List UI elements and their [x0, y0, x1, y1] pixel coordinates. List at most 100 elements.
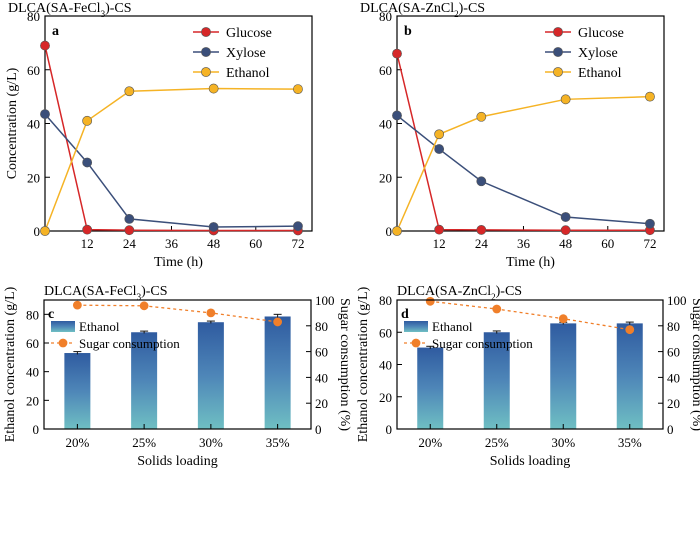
x-tick-label: 12: [433, 236, 446, 251]
chart-title: DLCA(SA-ZnCl2)-CS: [360, 1, 485, 19]
sugar-consumption-point: [425, 296, 435, 306]
y-tick-label: 40: [379, 358, 392, 373]
y2-tick-label: 40: [315, 370, 328, 385]
legend-marker: [411, 338, 421, 348]
data-point-xylose: [560, 212, 571, 222]
data-point-ethanol: [476, 111, 487, 122]
data-point-ethanol: [392, 226, 402, 236]
panel-label: a: [52, 24, 59, 39]
x-tick-label: 60: [601, 236, 614, 251]
bar: [616, 323, 643, 429]
y-tick-label: 60: [26, 336, 39, 351]
sugar-consumption-point: [558, 314, 568, 324]
bar: [550, 323, 577, 429]
x-tick-label: 20%: [418, 435, 442, 450]
x-tick-label: 30%: [551, 435, 575, 450]
data-point-glucose: [476, 225, 487, 235]
x-tick-label: 48: [559, 236, 572, 251]
y-tick-label: 20: [379, 170, 392, 185]
y-tick-label: 80: [379, 293, 392, 308]
data-point-xylose: [124, 214, 135, 224]
legend-label: Xylose: [578, 46, 618, 61]
series-line-xylose: [396, 114, 651, 225]
y-tick-label: 20: [379, 390, 392, 405]
data-point-ethanol: [645, 91, 655, 102]
data-point-ethanol: [560, 94, 571, 105]
x-tick-label: 72: [643, 236, 656, 251]
y2-tick-label: 100: [667, 293, 687, 308]
data-point-ethanol: [434, 129, 445, 140]
y2-tick-label: 100: [315, 293, 335, 308]
x-tick-label: 36: [517, 236, 531, 251]
legend-label: Ethanol: [432, 319, 473, 334]
chart-title: DLCA(SA-ZnCl2)-CS: [397, 284, 522, 302]
data-point-glucose: [40, 40, 50, 51]
bar: [417, 347, 444, 429]
x-tick-label: 30%: [199, 435, 223, 450]
x-tick-label: 24: [475, 236, 489, 251]
legend-marker: [201, 27, 211, 37]
y2-tick-label: 40: [667, 370, 680, 385]
x-tick-label: 36: [165, 236, 179, 251]
bar: [483, 332, 510, 429]
x-axis-label: Solids loading: [490, 454, 571, 469]
legend-marker: [201, 47, 211, 57]
data-point-xylose: [293, 221, 303, 232]
x-tick-label: 60: [249, 236, 262, 251]
y-tick-label: 20: [26, 393, 39, 408]
y-tick-label: 20: [27, 170, 40, 185]
legend-marker: [201, 67, 211, 77]
panel-d: DLCA(SA-ZnCl2)-CS d 20% 25% 30% 35% 0 20 40 60 80 0…: [356, 284, 700, 469]
data-point-ethanol: [82, 115, 93, 126]
legend-marker: [553, 47, 563, 57]
chart-title: DLCA(SA-FeCl3)-CS: [44, 284, 168, 302]
y-tick-label: 0: [386, 422, 393, 437]
data-point-xylose: [208, 222, 219, 232]
bar: [264, 316, 291, 429]
legend-label: Xylose: [226, 46, 266, 61]
y2-axis-label: Sugar consumption (%): [337, 298, 352, 431]
legend-swatch: [404, 321, 428, 332]
x-tick-label: 35%: [266, 435, 290, 450]
plot-frame: [43, 299, 312, 430]
x-tick-label: 35%: [618, 435, 642, 450]
y-axis-label: Concentration (g/L): [5, 67, 20, 179]
sugar-consumption-point: [492, 304, 502, 314]
data-point-ethanol: [124, 86, 135, 97]
sugar-consumption-point: [206, 308, 216, 318]
y2-tick-label: 60: [315, 345, 328, 360]
x-axis-label: Time (h): [506, 255, 555, 270]
plot-frame: [396, 15, 665, 232]
x-tick-label: 12: [81, 236, 94, 251]
panel-c: DLCA(SA-FeCl3)-CS c 20% 25% 30% 35% 0 20 40 60 80 0…: [3, 284, 352, 469]
data-point-glucose: [434, 224, 445, 235]
data-point-glucose: [82, 224, 93, 235]
legend-label: Sugar consumption: [79, 336, 180, 351]
bar: [197, 322, 224, 429]
x-tick-label: 24: [123, 236, 137, 251]
panel-label: b: [404, 24, 412, 39]
x-axis-label: Time (h): [154, 255, 203, 270]
y2-tick-label: 20: [667, 396, 680, 411]
y2-axis-label: Sugar consumption (%): [689, 298, 700, 431]
sugar-consumption-point: [139, 301, 149, 311]
x-tick-label: 72: [291, 236, 304, 251]
data-point-xylose: [476, 176, 487, 187]
legend-marker: [58, 338, 68, 348]
y2-tick-label: 80: [315, 319, 328, 334]
data-point-xylose: [645, 218, 655, 229]
x-axis-label: Solids loading: [137, 454, 218, 469]
panel-label: d: [401, 307, 409, 322]
sugar-consumption-point: [72, 300, 82, 310]
data-point-xylose: [392, 110, 402, 121]
bar: [64, 353, 91, 429]
legend-label: Ethanol: [226, 66, 270, 81]
y-tick-label: 80: [379, 9, 392, 24]
legend-label: Glucose: [578, 26, 624, 41]
y-tick-label: 40: [26, 365, 39, 380]
legend-marker: [553, 67, 563, 77]
legend-label: Sugar consumption: [432, 336, 533, 351]
data-point-xylose: [434, 144, 445, 154]
panel-label: c: [48, 307, 54, 322]
